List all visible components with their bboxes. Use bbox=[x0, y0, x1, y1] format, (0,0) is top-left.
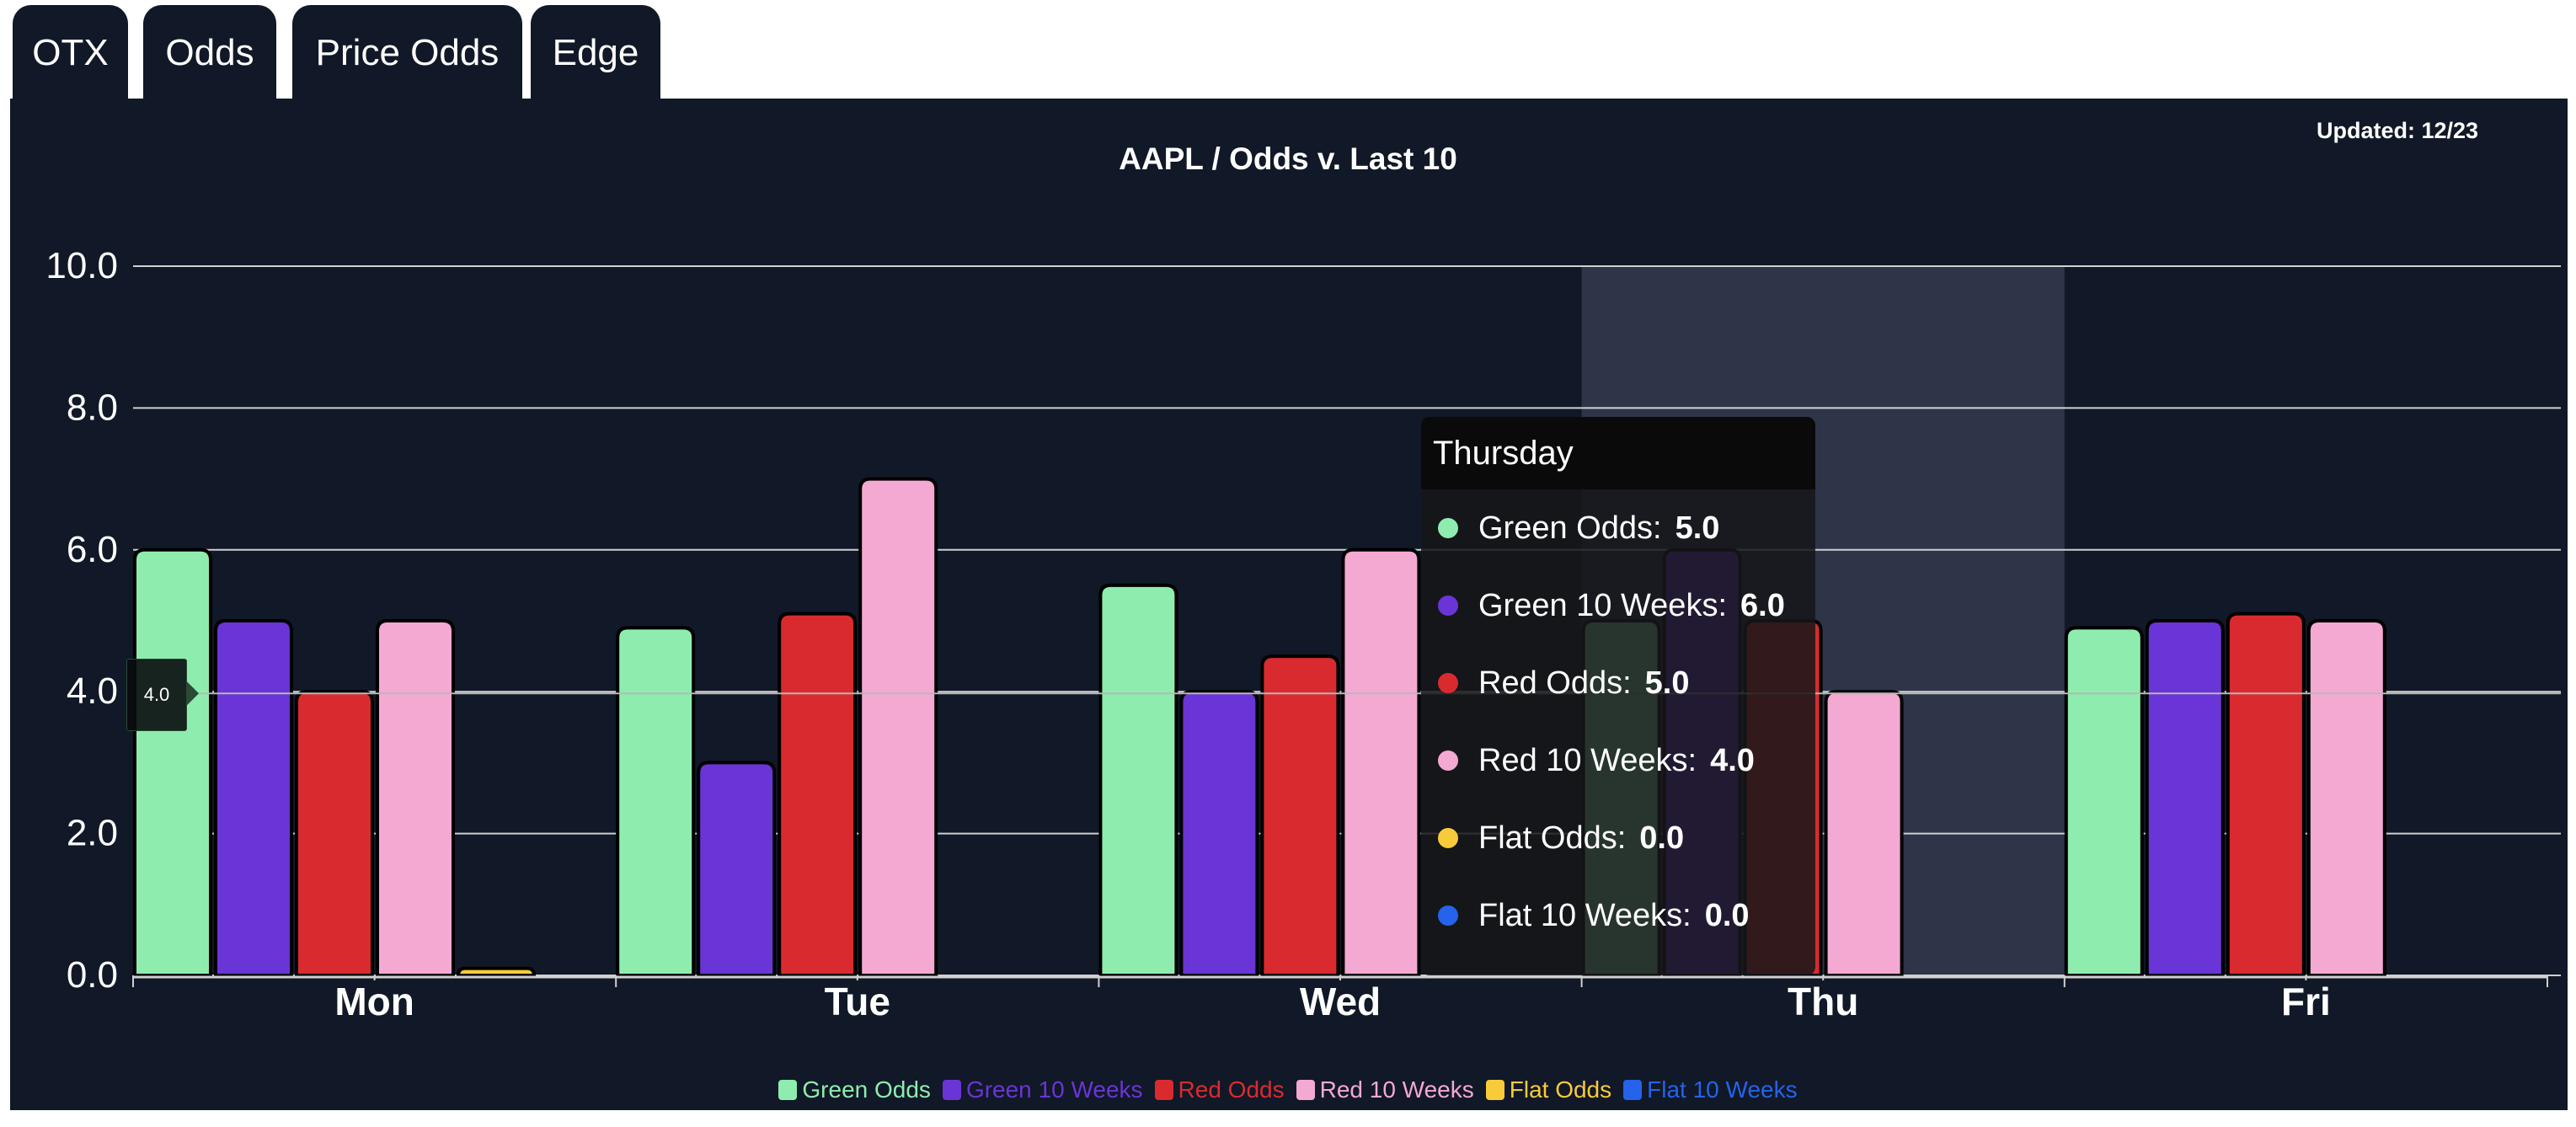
legend-swatch-icon bbox=[942, 1080, 961, 1100]
legend-swatch-icon bbox=[1296, 1080, 1315, 1100]
legend-label: Red Odds bbox=[1178, 1076, 1285, 1103]
tooltip-row-label: Green 10 Weeks: bbox=[1478, 587, 1728, 623]
y-tick-label: 6.0 bbox=[67, 529, 118, 570]
y-tick-label: 4.0 bbox=[67, 670, 118, 712]
tooltip-row-value: 0.0 bbox=[1639, 820, 1685, 856]
tooltip-row: Green 10 Weeks: 6.0 bbox=[1421, 567, 1815, 644]
tab-odds[interactable]: Odds bbox=[143, 5, 276, 106]
tooltip-row: Flat Odds: 0.0 bbox=[1421, 799, 1815, 877]
legend-swatch-icon bbox=[1485, 1080, 1504, 1100]
tooltip-title: Thursday bbox=[1421, 417, 1815, 489]
bar-red-10-weeks-mon[interactable] bbox=[376, 619, 455, 977]
tooltip-row-label: Red Odds: bbox=[1478, 665, 1632, 701]
tooltip-row: Red Odds: 5.0 bbox=[1421, 644, 1815, 722]
legend-item[interactable]: Flat Odds bbox=[1485, 1076, 1612, 1103]
bar-green-10-weeks-fri[interactable] bbox=[2145, 619, 2225, 977]
x-tick-label: Wed bbox=[1300, 980, 1381, 1023]
y-tick-label: 0.0 bbox=[67, 954, 118, 996]
series-dot-icon bbox=[1438, 596, 1458, 616]
bar-green-odds-tue[interactable] bbox=[616, 626, 696, 977]
series-dot-icon bbox=[1438, 905, 1458, 926]
y-tick-label: 10.0 bbox=[45, 245, 118, 286]
tooltip-row-value: 0.0 bbox=[1704, 897, 1750, 933]
bar-green-odds-fri[interactable] bbox=[2064, 626, 2144, 977]
tooltip-row: Green Odds: 5.0 bbox=[1421, 489, 1815, 567]
series-dot-icon bbox=[1438, 673, 1458, 693]
bar-green-10-weeks-mon[interactable] bbox=[214, 619, 293, 977]
chart-title: AAPL / Odds v. Last 10 bbox=[1119, 142, 1457, 176]
bar-flat-odds-mon[interactable] bbox=[456, 966, 537, 977]
series-dot-icon bbox=[1438, 750, 1458, 771]
legend-item[interactable]: Green 10 Weeks bbox=[942, 1076, 1143, 1103]
series-dot-icon bbox=[1438, 828, 1458, 848]
y-tick-label: 8.0 bbox=[67, 387, 118, 428]
bar-green-10-weeks-wed[interactable] bbox=[1179, 690, 1259, 977]
legend-item[interactable]: Red 10 Weeks bbox=[1296, 1076, 1474, 1103]
bar-red-10-weeks-tue[interactable] bbox=[858, 477, 938, 977]
legend-label: Flat Odds bbox=[1509, 1076, 1612, 1103]
x-tick-label: Mon bbox=[334, 980, 414, 1023]
legend-swatch-icon bbox=[1154, 1080, 1173, 1100]
x-tick-label: Thu bbox=[1788, 980, 1858, 1023]
tooltip-row-label: Flat Odds: bbox=[1478, 820, 1627, 856]
tooltip-row-label: Green Odds: bbox=[1478, 510, 1662, 546]
y-tick-label: 2.0 bbox=[67, 813, 118, 854]
legend-swatch-icon bbox=[1623, 1080, 1643, 1100]
updated-label: Updated: 12/23 bbox=[2317, 118, 2479, 143]
tab-otx[interactable]: OTX bbox=[13, 5, 128, 106]
legend-label: Green 10 Weeks bbox=[965, 1076, 1143, 1103]
crosshair-pointer-icon bbox=[187, 681, 199, 706]
legend-item[interactable]: Red Odds bbox=[1154, 1076, 1285, 1103]
tab-price-odds[interactable]: Price Odds bbox=[292, 5, 522, 106]
legend-item[interactable]: Flat 10 Weeks bbox=[1623, 1076, 1798, 1103]
legend-label: Green Odds bbox=[802, 1076, 931, 1103]
bar-red-10-weeks-fri[interactable] bbox=[2306, 619, 2386, 977]
tab-edge[interactable]: Edge bbox=[531, 5, 660, 106]
bar-green-odds-mon[interactable] bbox=[133, 547, 212, 977]
tooltip-row-value: 5.0 bbox=[1644, 665, 1690, 701]
legend-item[interactable]: Green Odds bbox=[778, 1076, 931, 1103]
legend-label: Flat 10 Weeks bbox=[1647, 1076, 1798, 1103]
bar-red-odds-fri[interactable] bbox=[2226, 612, 2306, 977]
bar-red-10-weeks-wed[interactable] bbox=[1341, 547, 1421, 977]
tooltip-row-label: Red 10 Weeks: bbox=[1478, 742, 1697, 778]
tooltip-row-value: 5.0 bbox=[1675, 510, 1720, 546]
bar-red-odds-tue[interactable] bbox=[778, 612, 858, 977]
series-dot-icon bbox=[1438, 518, 1458, 538]
bar-red-odds-wed[interactable] bbox=[1260, 654, 1340, 977]
legend-label: Red 10 Weeks bbox=[1319, 1076, 1474, 1103]
bar-red-10-weeks-thu[interactable] bbox=[1824, 690, 1904, 977]
x-tick-label: Fri bbox=[2281, 980, 2331, 1023]
crosshair-value-label: 4.0 bbox=[126, 659, 187, 731]
bar-green-10-weeks-tue[interactable] bbox=[697, 761, 777, 977]
tooltip-row: Flat 10 Weeks: 0.0 bbox=[1421, 877, 1815, 954]
legend-swatch-icon bbox=[778, 1080, 798, 1100]
tooltip-row: Red 10 Weeks: 4.0 bbox=[1421, 722, 1815, 799]
tooltip-row-value: 4.0 bbox=[1710, 742, 1755, 778]
bar-green-odds-wed[interactable] bbox=[1098, 583, 1178, 977]
x-tick-label: Tue bbox=[825, 980, 890, 1023]
legend: Green Odds Green 10 Weeks Red Odds Red 10 W… bbox=[0, 1076, 2576, 1103]
tooltip-row-label: Flat 10 Weeks: bbox=[1478, 897, 1692, 933]
tooltip-row-value: 6.0 bbox=[1740, 587, 1785, 623]
tooltip: Thursday Green Odds: 5.0 Green 10 Weeks: 6.… bbox=[1421, 417, 1815, 975]
bar-red-odds-mon[interactable] bbox=[295, 690, 374, 977]
